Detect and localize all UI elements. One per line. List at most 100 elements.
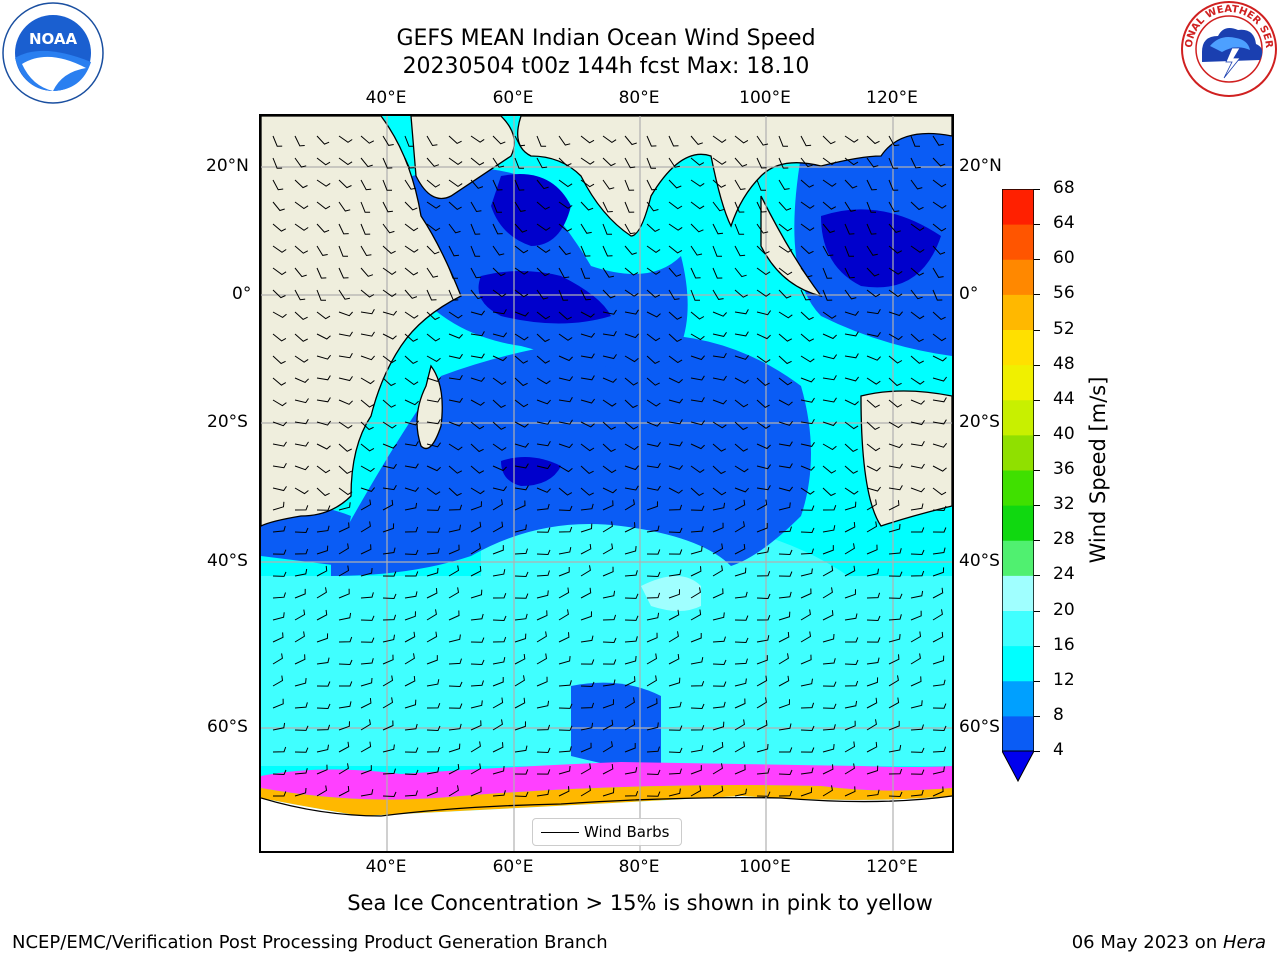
wind-barb [514, 675, 525, 687]
wind-barb [844, 376, 859, 382]
wind-barb [492, 201, 503, 213]
wind-barb [602, 679, 616, 687]
wind-barb [580, 311, 595, 318]
wind-barb [470, 659, 485, 666]
wind-barb [580, 487, 594, 496]
wind-barb [272, 223, 287, 232]
wind-barb [844, 680, 859, 687]
wind-barb [866, 499, 877, 511]
wind-barb [866, 719, 877, 731]
wind-barb [272, 746, 287, 753]
wind-barb [492, 355, 507, 362]
wind-barb [910, 377, 925, 385]
wind-barb [338, 659, 353, 666]
wind-barb [536, 610, 548, 621]
wind-barb [514, 377, 528, 387]
wind-barb [382, 463, 397, 469]
wind-barb [404, 769, 419, 776]
wind-barb [602, 309, 617, 315]
wind-barb [426, 442, 442, 448]
wind-barb [514, 442, 529, 448]
wind-barb [492, 697, 504, 709]
wind-barb [470, 289, 483, 300]
wind-barb [272, 135, 283, 147]
wind-barb [624, 767, 638, 775]
colorbar [1001, 188, 1035, 783]
wind-barb [756, 223, 769, 234]
colorbar-tick-label: 60 [1053, 248, 1075, 269]
wind-barb [426, 397, 441, 403]
wind-barb [382, 499, 394, 511]
colorbar-under-triangle [1001, 750, 1035, 783]
wind-barb [778, 289, 792, 299]
wind-barb [844, 289, 857, 300]
wind-barb [294, 333, 308, 342]
wind-barb [800, 419, 815, 425]
wind-barb [800, 377, 815, 383]
wind-barb [272, 571, 287, 577]
wind-barb [800, 465, 815, 471]
wind-barb [866, 245, 878, 256]
wind-barb [404, 201, 418, 211]
wind-barb [734, 443, 749, 452]
wind-barb [448, 524, 461, 533]
wind-barb [888, 135, 900, 147]
wind-barb [360, 741, 372, 753]
wind-barb [382, 223, 395, 234]
wind-barb [272, 592, 286, 599]
wind-barb [272, 377, 287, 386]
wind-barb [404, 311, 419, 319]
wind-barb [888, 377, 902, 387]
wind-barb [382, 399, 396, 408]
wind-barb [426, 505, 441, 511]
wind-barb [426, 548, 440, 555]
wind-barb [580, 722, 594, 731]
colorbar-segment [1002, 470, 1034, 506]
wind-barb [624, 570, 638, 577]
wind-barb [734, 788, 747, 797]
wind-barb [404, 267, 419, 276]
wind-barb [910, 503, 924, 511]
wind-barb [580, 681, 595, 688]
wind-barb [382, 720, 394, 731]
wind-barb [360, 698, 372, 709]
wind-barb [668, 223, 683, 231]
colorbar-tick-label: 36 [1053, 459, 1075, 479]
colorbar-segment [1002, 610, 1034, 647]
wind-barb [712, 353, 727, 359]
wind-barb [668, 157, 680, 168]
wind-barb [580, 565, 591, 577]
wind-barb [338, 763, 349, 775]
wind-barb [646, 289, 660, 298]
wind-barb [888, 485, 903, 491]
wind-barb [514, 421, 529, 428]
wind-barb [338, 543, 349, 555]
wind-barb [558, 376, 574, 382]
wind-barb [668, 549, 683, 555]
wind-barb [778, 135, 788, 147]
wind-barb [690, 245, 703, 256]
wind-barb [514, 745, 528, 753]
wind-barb [382, 179, 392, 191]
wind-barb [668, 311, 682, 320]
wind-barb [580, 289, 591, 301]
wind-barb [382, 267, 397, 276]
wind-barb [404, 526, 419, 533]
wind-barb [492, 135, 506, 145]
wind-barb [800, 289, 811, 301]
wind-barb [888, 179, 899, 191]
wind-barb [360, 201, 371, 213]
wind-barb [888, 157, 899, 169]
wind-barb [668, 267, 682, 277]
colorbar-tick-label: 4 [1053, 740, 1064, 760]
wind-barb [800, 157, 813, 168]
wind-barb [360, 719, 371, 731]
wind-barb [734, 289, 748, 298]
wind-barb [624, 355, 639, 363]
wind-barb [646, 746, 660, 753]
wind-barb [404, 723, 418, 731]
wind-barb [426, 419, 441, 425]
wind-barb [426, 267, 439, 278]
wind-barb [426, 679, 440, 687]
wind-barb [646, 333, 661, 342]
